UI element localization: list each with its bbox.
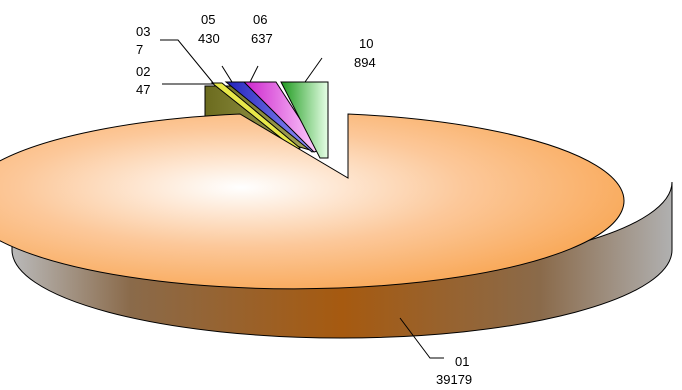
leader-line-06 — [249, 65, 259, 83]
leader-line-03 — [160, 39, 215, 85]
data-label-10-value: 894 — [354, 55, 376, 70]
data-label-03-value: 7 — [136, 42, 143, 57]
slice-03-wall — [210, 82, 301, 151]
data-label-06-name: 06 — [253, 12, 267, 27]
data-label-06-value: 637 — [251, 31, 273, 46]
leader-line-01 — [399, 317, 444, 359]
slice-10 — [280, 81, 329, 159]
data-label-03-name: 03 — [136, 24, 150, 39]
data-label-01-value: 39179 — [436, 372, 472, 387]
data-label-05-value: 430 — [198, 31, 220, 46]
leader-lines — [160, 39, 444, 359]
data-label-02-name: 02 — [136, 64, 150, 79]
data-label-10-name: 10 — [359, 36, 373, 51]
leader-line-05 — [221, 65, 233, 83]
data-labels: 03 7 02 47 05 430 06 637 10 894 01 39179 — [136, 12, 472, 387]
data-label-01-name: 01 — [455, 354, 469, 369]
slice-03 — [210, 82, 301, 151]
slice-01-top — [0, 113, 625, 290]
slice-10-wall — [280, 81, 329, 159]
data-label-05-name: 05 — [201, 12, 215, 27]
leader-line-10 — [304, 57, 323, 83]
data-label-02-value: 47 — [136, 82, 150, 97]
